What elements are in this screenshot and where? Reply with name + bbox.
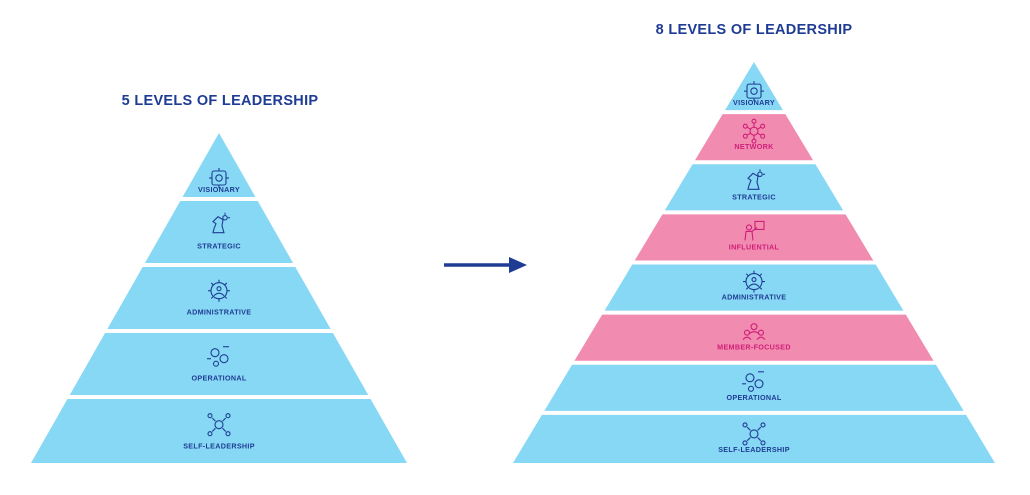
right-pyramid: VISIONARY NETWORK STRATEGIC INFLUENTIAL ADMI… (513, 62, 995, 463)
left-band-self-leadership (31, 399, 407, 463)
right-band-strategic (664, 164, 844, 211)
right-pyramid-title: 8 LEVELS OF LEADERSHIP (655, 22, 853, 38)
left-band-administrative (107, 267, 331, 329)
right-level-influential: INFLUENTIAL (634, 214, 874, 261)
right-label-network: NETWORK (734, 142, 774, 151)
network-hub-icon (742, 118, 766, 144)
left-pyramid: VISIONARY STRATEGIC ADMINISTRATIVE OPERATIO… (31, 133, 407, 463)
left-label-operational: OPERATIONAL (191, 373, 246, 382)
right-band-visionary (725, 62, 783, 111)
left-level-self-leadership: SELF-LEADERSHIP (31, 399, 407, 463)
right-arrow-icon (444, 257, 527, 273)
right-level-strategic: STRATEGIC (664, 164, 844, 211)
right-label-strategic: STRATEGIC (732, 192, 776, 201)
left-level-visionary: VISIONARY (182, 133, 256, 197)
vision-icon (744, 81, 764, 102)
left-level-operational: OPERATIONAL (69, 333, 369, 395)
chess-knight-icon (747, 169, 765, 190)
left-label-self-leadership: SELF-LEADERSHIP (183, 441, 255, 450)
left-label-strategic: STRATEGIC (197, 241, 241, 250)
vision-icon (209, 168, 229, 188)
right-band-member-focused (574, 314, 934, 361)
right-band-administrative (604, 264, 904, 311)
right-label-member-focused: MEMBER-FOCUSED (717, 343, 791, 352)
right-label-administrative: ADMINISTRATIVE (722, 293, 787, 302)
right-level-visionary: VISIONARY (725, 62, 783, 111)
network-person-icon (207, 413, 231, 437)
presenter-icon (744, 220, 765, 241)
network-person-icon (742, 422, 766, 446)
right-band-self-leadership (513, 414, 995, 463)
left-pyramid-title: 5 LEVELS OF LEADERSHIP (121, 93, 319, 109)
gear-group-icon (743, 270, 765, 293)
process-icon (207, 346, 229, 367)
right-band-operational (544, 364, 964, 411)
left-band-visionary (182, 133, 256, 197)
right-label-operational: OPERATIONAL (726, 393, 781, 402)
process-icon (742, 371, 764, 392)
left-level-administrative: ADMINISTRATIVE (107, 267, 331, 329)
right-band-influential (634, 214, 874, 261)
left-band-strategic (144, 201, 294, 263)
left-label-administrative: ADMINISTRATIVE (187, 307, 252, 316)
right-level-member-focused: MEMBER-FOCUSED (574, 314, 934, 361)
right-level-network: NETWORK (694, 114, 814, 161)
left-level-strategic: STRATEGIC (144, 201, 294, 263)
right-level-administrative: ADMINISTRATIVE (604, 264, 904, 311)
team-icon (742, 323, 766, 341)
right-label-influential: INFLUENTIAL (729, 242, 780, 251)
right-level-operational: OPERATIONAL (544, 364, 964, 411)
right-label-visionary: VISIONARY (733, 98, 775, 107)
right-label-self-leadership: SELF-LEADERSHIP (718, 445, 790, 454)
right-level-self-leadership: SELF-LEADERSHIP (513, 414, 995, 463)
gear-group-icon (208, 279, 230, 302)
chess-knight-icon (212, 212, 230, 234)
left-label-visionary: VISIONARY (198, 185, 240, 194)
